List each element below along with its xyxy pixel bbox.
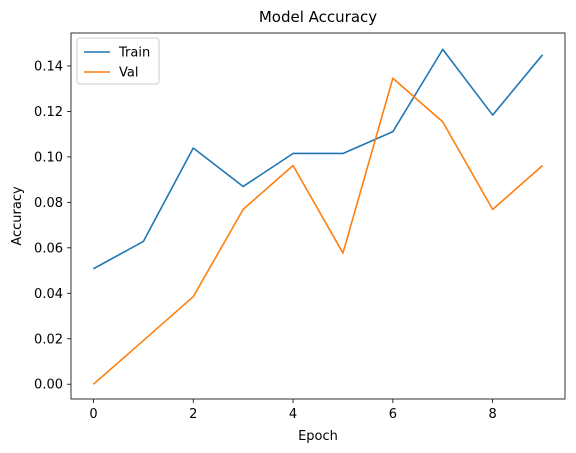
y-tick-label: 0.12	[34, 105, 63, 120]
y-tick-label: 0.08	[34, 196, 63, 211]
x-tick-label: 2	[189, 407, 197, 422]
series-line-train	[93, 48, 544, 270]
legend: Train Val	[76, 37, 160, 85]
x-axis: 0 2 4 6 8	[89, 399, 497, 422]
legend-label-val: Val	[119, 66, 138, 81]
x-tick-label: 0	[89, 407, 97, 422]
y-tick-label: 0.14	[34, 59, 63, 74]
y-axis: 0.00 0.02 0.04 0.06 0.08 0.10 0.12 0.14	[34, 59, 71, 393]
x-tick-label: 8	[489, 407, 497, 422]
series-line-val	[92, 77, 544, 385]
y-tick-label: 0.00	[34, 378, 63, 393]
plot-frame	[70, 32, 566, 400]
legend-label-train: Train	[118, 46, 150, 61]
y-tick-label: 0.04	[34, 287, 63, 302]
x-axis-label: Epoch	[298, 429, 338, 444]
x-tick-label: 4	[289, 407, 297, 422]
y-tick-label: 0.02	[34, 332, 63, 347]
y-axis-label: Accuracy	[10, 186, 25, 246]
y-tick-label: 0.10	[34, 150, 63, 165]
series-lines	[92, 48, 544, 385]
x-tick-label: 6	[389, 407, 397, 422]
chart-title: Model Accuracy	[259, 8, 377, 26]
y-tick-label: 0.06	[34, 241, 63, 256]
